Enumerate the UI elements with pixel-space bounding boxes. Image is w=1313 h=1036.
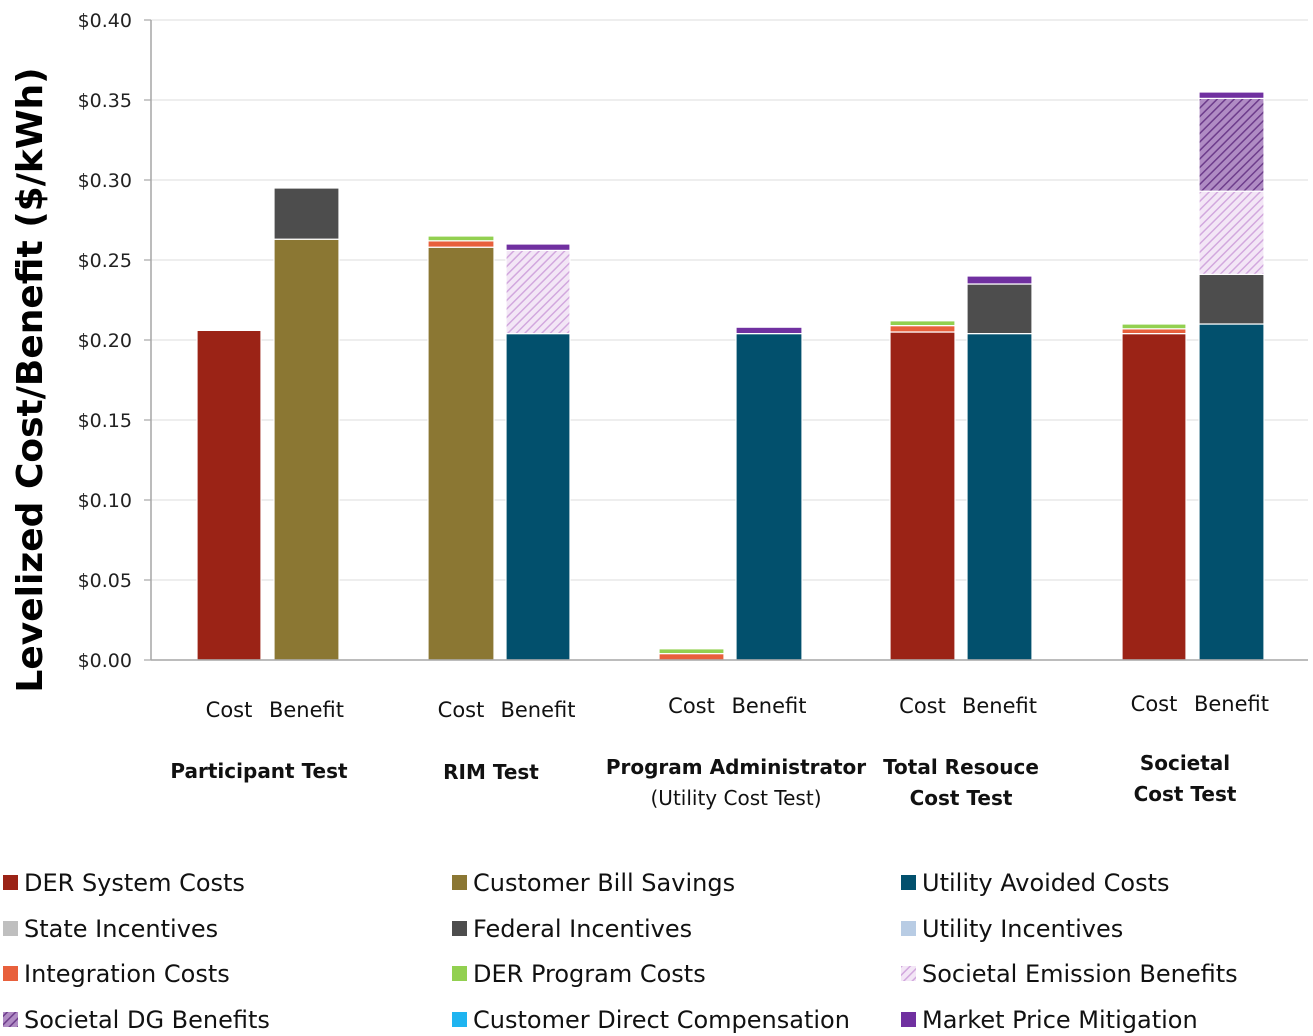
legend-swatch-utility-avoided-costs [901, 875, 916, 890]
legend-swatch-der-program-costs [452, 966, 467, 981]
bar-segment-societal-dg-benefits [1198, 97, 1265, 192]
bar-segment-integration-costs [427, 240, 495, 248]
legend-swatch-utility-incentives [901, 921, 916, 936]
bar-segment-societal-emission-benefits [505, 249, 571, 335]
legend-label: DER System Costs [24, 869, 245, 897]
bar-segment-customer-bill-savings [427, 246, 495, 661]
legend-label: State Incentives [24, 915, 218, 943]
legend-swatch-market-price-mitigation [901, 1012, 916, 1027]
y-tick-label: $0.25 [78, 250, 132, 272]
y-tick-label: $0.00 [78, 650, 132, 672]
legend: DER System Costs Customer Bill Savings Uti… [3, 869, 1238, 1034]
gridlines [151, 19, 1308, 581]
y-tick-label: $0.30 [78, 170, 132, 192]
category-label: Cost [206, 698, 253, 722]
bar-segment-der-system-costs [196, 329, 262, 661]
bar-segment-der-program-costs [427, 235, 495, 242]
group-label: Societal [1140, 751, 1230, 775]
bar-segment-utility-avoided-costs [735, 333, 803, 661]
bar-segment-federal-incentives [966, 283, 1033, 335]
group-label-line2: (Utility Cost Test) [651, 786, 822, 810]
y-tick-label: $0.10 [78, 490, 132, 512]
bar-segment-integration-costs [889, 325, 956, 333]
group-label: Program Administrator [606, 755, 866, 779]
bars [196, 91, 1265, 661]
bar-segment-market-price-mitigation [735, 326, 803, 335]
bar-segment-customer-bill-savings [273, 238, 340, 661]
legend-label: Market Price Mitigation [922, 1006, 1198, 1034]
bar-segment-utility-avoided-costs [1198, 323, 1265, 661]
bar-segment-utility-avoided-costs [966, 333, 1033, 661]
bar-segment-market-price-mitigation [1198, 91, 1265, 100]
legend-label: Societal DG Benefits [24, 1006, 270, 1034]
category-label: Benefit [731, 694, 806, 718]
bar-segment-der-program-costs [658, 648, 725, 655]
bar-segment-societal-emission-benefits [1198, 190, 1265, 275]
bar-segment-der-program-costs [889, 320, 956, 327]
group-label-line2: Cost Test [910, 786, 1013, 810]
legend-swatch-der-system-costs [3, 875, 18, 890]
y-tick-label: $0.35 [78, 90, 132, 112]
legend-label: DER Program Costs [473, 960, 706, 988]
group-label: RIM Test [443, 760, 539, 784]
bar-segment-integration-costs [658, 652, 725, 661]
legend-label: Utility Incentives [922, 915, 1123, 943]
legend-swatch-customer-bill-savings [452, 875, 467, 890]
group-label: Total Resouce [883, 755, 1039, 779]
bar-segment-der-program-costs [1121, 323, 1187, 330]
bar-segment-der-system-costs [889, 331, 956, 661]
group-label-line2: Cost Test [1134, 782, 1237, 806]
y-axis-ticks: $0.00 $0.05 $0.10 $0.15 $0.20 $0.25 $0.30 $0.35… [78, 10, 151, 672]
legend-swatch-customer-direct-compensation [452, 1012, 467, 1027]
category-label: Cost [438, 698, 485, 722]
legend-label: Federal Incentives [473, 915, 692, 943]
legend-label: Integration Costs [24, 960, 230, 988]
bar-segment-federal-incentives [273, 187, 340, 240]
legend-label: Customer Bill Savings [473, 869, 735, 897]
group-labels: Participant Test RIM Test Program Administ… [170, 751, 1236, 810]
group-label: Participant Test [170, 759, 348, 783]
legend-label: Societal Emission Benefits [922, 960, 1238, 988]
legend-swatch-federal-incentives [452, 921, 467, 936]
y-tick-label: $0.15 [78, 410, 132, 432]
category-label: Benefit [962, 694, 1037, 718]
bar-segment-market-price-mitigation [966, 275, 1033, 285]
bar-segment-market-price-mitigation [505, 243, 571, 252]
legend-label: Utility Avoided Costs [922, 869, 1170, 897]
bar-segment-der-system-costs [1121, 333, 1187, 661]
bar-segment-integration-costs [1121, 328, 1187, 335]
category-label: Cost [899, 694, 946, 718]
y-tick-label: $0.05 [78, 570, 132, 592]
category-labels: Cost Benefit Cost Benefit Cost Benefit Cost Ben… [206, 692, 1269, 722]
legend-swatch-integration-costs [3, 966, 18, 981]
category-label: Benefit [500, 698, 575, 722]
y-tick-label: $0.20 [78, 330, 132, 352]
y-tick-label: $0.40 [78, 10, 132, 32]
legend-label: Customer Direct Compensation [473, 1006, 850, 1034]
category-label: Benefit [269, 698, 344, 722]
category-label: Benefit [1194, 692, 1269, 716]
y-axis-label: Levelized Cost/Benefit ($/kWh) [10, 67, 51, 692]
legend-swatch-state-incentives [3, 921, 18, 936]
legend-swatch-societal-emission-benefits [901, 966, 916, 981]
category-label: Cost [668, 694, 715, 718]
bar-segment-federal-incentives [1198, 273, 1265, 325]
legend-swatch-societal-dg-benefits [3, 1012, 18, 1027]
category-label: Cost [1131, 692, 1178, 716]
bar-segment-utility-avoided-costs [505, 333, 571, 661]
